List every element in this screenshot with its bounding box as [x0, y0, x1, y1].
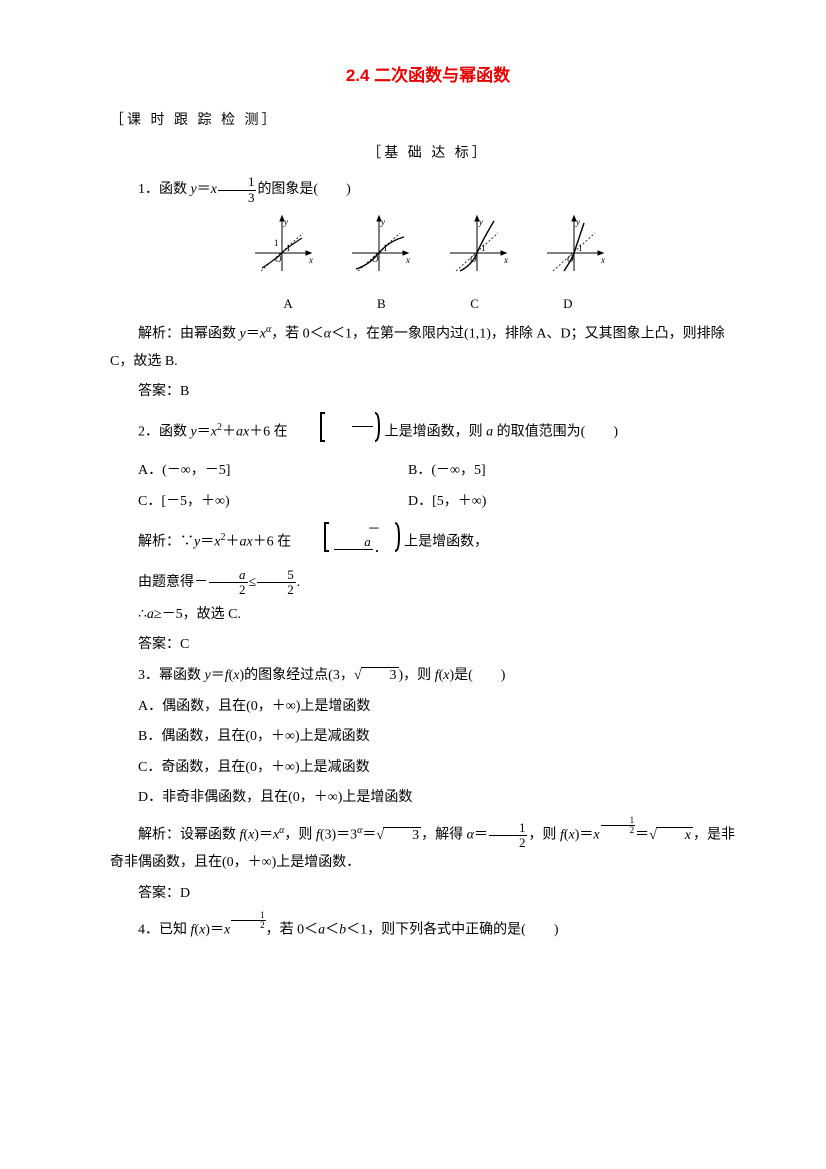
- basic-header: ［基 础 达 标］: [110, 141, 746, 168]
- text: 上是增函数，: [404, 534, 488, 549]
- text: 的取值范围为( ): [493, 424, 618, 439]
- q2-opt-a: A．(－∞，－5]: [138, 458, 408, 485]
- q3-opt-d: D．非奇非偶函数，且在(0，＋∞)上是增函数: [138, 785, 746, 812]
- text: ，则: [528, 828, 560, 843]
- section-title: 2.4 二次函数与幂函数: [110, 60, 746, 92]
- graph-labels: A B C D: [110, 292, 746, 317]
- text: ＝: [474, 828, 488, 843]
- text: ＝: [211, 668, 225, 683]
- text: 2．函数: [138, 424, 191, 439]
- text: ＜: [325, 923, 339, 938]
- text: 解析：设幂函数: [138, 828, 240, 843]
- q4-stem: 4．已知 f(x)＝x12，若 0＜a＜b＜1，则下列各式中正确的是( ): [110, 911, 746, 944]
- q2-stem: 2．函数 y＝x2＋ax＋6 在 52，＋∞ 上是增函数，则 a 的取值范围为(…: [110, 410, 746, 455]
- text: 解析：由幂函数: [138, 327, 240, 342]
- q3-opt-c: C．奇函数，且在(0，＋∞)上是减函数: [138, 755, 746, 782]
- interval-bracket: 52，＋∞: [319, 410, 381, 444]
- svg-text:1: 1: [274, 238, 279, 248]
- text: ＋6 在: [253, 534, 292, 549]
- q1-answer: 答案：B: [110, 379, 746, 406]
- interval-bracket-2: －a2，＋∞: [323, 520, 401, 554]
- text: .: [297, 575, 301, 590]
- text: ＋: [225, 534, 239, 549]
- label-c: C: [430, 292, 520, 317]
- text: )＝: [575, 828, 594, 843]
- text: ，若 0＜: [271, 327, 324, 342]
- text: )，则: [399, 668, 435, 683]
- label-a: A: [243, 292, 333, 317]
- q2-analysis-3: ∴a≥－5，故选 C.: [110, 602, 746, 629]
- text: ＋6 在: [249, 424, 288, 439]
- text: ，则: [284, 828, 316, 843]
- text: ≤: [249, 575, 257, 590]
- text: ＜1，则下列各式中正确的是( ): [346, 923, 558, 938]
- svg-text:y: y: [283, 217, 288, 227]
- q3-opt-a: A．偶函数，且在(0，＋∞)上是增函数: [138, 694, 746, 721]
- q1-stem: 1．函数 y＝x13的图象是( ): [110, 175, 746, 205]
- label-b: B: [336, 292, 426, 317]
- svg-text:x: x: [600, 255, 605, 265]
- tracking-header: ［课 时 跟 踪 检 测］: [110, 108, 746, 135]
- svg-text:x: x: [405, 255, 410, 265]
- svg-text:y: y: [478, 217, 483, 227]
- text: ＝: [197, 424, 211, 439]
- q2-options: A．(－∞，－5]B．(－∞，5] C．[－5，＋∞)D．[5，＋∞): [138, 458, 746, 515]
- q1-graphs: y x O 1 1 y x O 1 y x O 1 y x O 1: [110, 213, 746, 288]
- text: )＝: [205, 923, 224, 938]
- text: 解析：∵: [138, 534, 194, 549]
- text: )的图象经过点(3，: [240, 668, 354, 683]
- text: )是( ): [449, 668, 505, 683]
- text: ，若 0＜: [266, 923, 319, 938]
- text: ＝: [246, 327, 260, 342]
- q3-answer: 答案：D: [110, 881, 746, 908]
- q2-analysis-1: 解析：∵y＝x2＋ax＋6 在 －a2，＋∞ 上是增函数，: [110, 520, 746, 565]
- text: 4．已知: [138, 923, 191, 938]
- text: ＝: [635, 828, 649, 843]
- q1-analysis: 解析：由幂函数 y＝xα，若 0＜α＜1，在第一象限内过(1,1)，排除 A、D…: [110, 320, 746, 375]
- svg-text:x: x: [308, 255, 313, 265]
- svg-text:y: y: [575, 217, 580, 227]
- q3-stem: 3．幂函数 y＝f(x)的图象经过点(3，3)，则 f(x)是( ): [110, 663, 746, 690]
- text: )＝: [254, 828, 273, 843]
- q3-analysis: 解析：设幂函数 f(x)＝xα，则 f(3)＝3α＝3，解得 α＝12，则 f(…: [110, 816, 746, 877]
- q3-options: A．偶函数，且在(0，＋∞)上是增函数 B．偶函数，且在(0，＋∞)上是减函数 …: [138, 694, 746, 812]
- q2-answer: 答案：C: [110, 632, 746, 659]
- q2-opt-b: B．(－∞，5]: [408, 458, 486, 485]
- q2-opt-d: D．[5，＋∞): [408, 489, 486, 516]
- label-d: D: [523, 292, 613, 317]
- svg-text:y: y: [380, 217, 385, 227]
- text: ＝: [197, 183, 211, 198]
- text: (3)＝3: [320, 828, 357, 843]
- text: ＝: [200, 534, 214, 549]
- text: ∴: [138, 607, 147, 622]
- text: 由题意得－: [138, 575, 208, 590]
- text: 的图象是( ): [257, 183, 350, 198]
- text: 1．函数: [138, 183, 191, 198]
- svg-text:x: x: [503, 255, 508, 265]
- text: 上是增函数，则: [385, 424, 487, 439]
- text: ＋: [222, 424, 236, 439]
- q2-analysis-2: 由题意得－a2≤52.: [110, 568, 746, 598]
- q3-opt-b: B．偶函数，且在(0，＋∞)上是减函数: [138, 724, 746, 751]
- text: ≥－5，故选 C.: [154, 607, 241, 622]
- text: ，解得: [421, 828, 467, 843]
- q2-opt-c: C．[－5，＋∞): [138, 489, 408, 516]
- text: 3．幂函数: [138, 668, 205, 683]
- svg-text:1: 1: [578, 243, 583, 253]
- text: ＝: [362, 828, 376, 843]
